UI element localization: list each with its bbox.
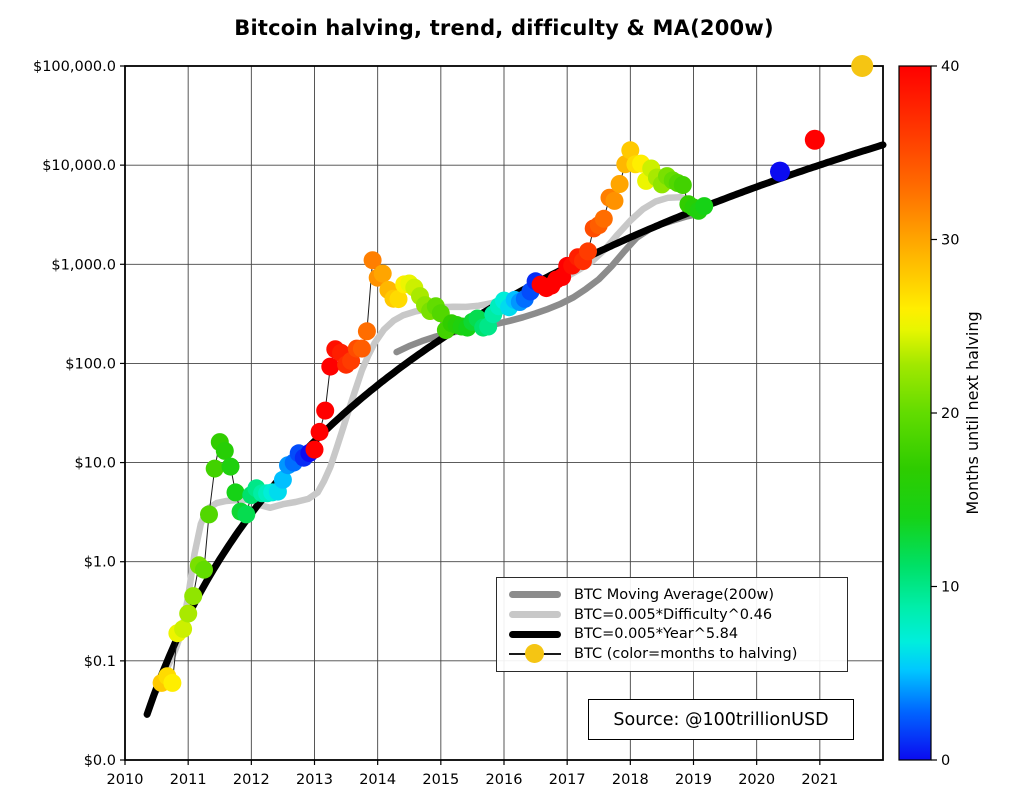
btc-point bbox=[605, 191, 624, 210]
colorbar-tick-label: 30 bbox=[941, 233, 959, 249]
colorbar-tick-label: 40 bbox=[941, 59, 959, 75]
legend-label: BTC=0.005*Year^5.84 bbox=[574, 626, 739, 643]
btc-gold-dot-icon bbox=[525, 644, 544, 664]
legend-item-difficulty: BTC=0.005*Difficulty^0.46 bbox=[509, 605, 837, 625]
y-tick-label: $1.0 bbox=[84, 555, 116, 571]
btc-point bbox=[273, 470, 292, 489]
x-tick-label: 2013 bbox=[296, 772, 333, 788]
source-box: Source: @100trillionUSD bbox=[588, 699, 854, 740]
btc-point bbox=[389, 290, 408, 309]
btc-point bbox=[695, 197, 714, 216]
btc-point bbox=[237, 505, 256, 524]
x-tick-label: 2014 bbox=[359, 772, 396, 788]
colorbar-tick-label: 0 bbox=[941, 753, 950, 769]
btc-special-point bbox=[851, 55, 874, 77]
y-tick-label: $100.0 bbox=[65, 356, 116, 372]
legend-label: BTC (color=months to halving) bbox=[574, 646, 798, 663]
x-tick-label: 2016 bbox=[486, 772, 523, 788]
btc-point bbox=[310, 422, 329, 441]
legend: BTC Moving Average(200w) BTC=0.005*Diffi… bbox=[496, 577, 848, 672]
btc-point bbox=[184, 587, 203, 606]
chart-title: Bitcoin halving, trend, difficulty & MA(… bbox=[234, 16, 774, 40]
btc-point bbox=[163, 673, 182, 692]
x-tick-label: 2021 bbox=[801, 772, 838, 788]
btc-point bbox=[215, 441, 234, 460]
y-tick-label: $10,000.0 bbox=[42, 158, 116, 174]
btc-point bbox=[373, 264, 392, 283]
y-tick-label: $100,000.0 bbox=[33, 59, 116, 75]
plot-border bbox=[124, 65, 884, 761]
btc-points bbox=[152, 55, 874, 692]
btc-point bbox=[357, 322, 376, 341]
ma200w-line-swatch bbox=[509, 591, 561, 599]
colorbar-axis-label: Months until next halving bbox=[963, 311, 982, 514]
axis-ticks: 2010 2011 2012 2013 2014 2015 2016 2017 2018 2019… bbox=[33, 59, 838, 788]
colorbar-tick-label: 20 bbox=[941, 406, 959, 422]
legend-item-trend: BTC=0.005*Year^5.84 bbox=[509, 624, 837, 644]
y-tick-label: $10.0 bbox=[74, 456, 116, 472]
x-tick-label: 2017 bbox=[549, 772, 586, 788]
x-tick-label: 2011 bbox=[170, 772, 207, 788]
btc-point bbox=[621, 141, 640, 160]
x-tick-label: 2012 bbox=[233, 772, 270, 788]
btc-marker-swatch bbox=[509, 644, 561, 664]
btc-point bbox=[221, 457, 240, 476]
difficulty-line bbox=[153, 193, 704, 694]
x-tick-label: 2019 bbox=[675, 772, 712, 788]
difficulty-line-swatch bbox=[509, 611, 561, 618]
legend-item-ma200w: BTC Moving Average(200w) bbox=[509, 585, 837, 605]
colorbar-gradient bbox=[898, 65, 932, 761]
btc-point bbox=[195, 560, 213, 579]
btc-point bbox=[321, 357, 340, 376]
y-tick-label: $0.0 bbox=[84, 753, 116, 769]
colorbar: 0 10 20 30 40 Months until next halving bbox=[898, 59, 982, 769]
btc-special-point bbox=[770, 161, 790, 182]
btc-point bbox=[200, 505, 218, 524]
source-text: Source: @100trillionUSD bbox=[613, 709, 829, 730]
colorbar-tick-label: 10 bbox=[941, 580, 959, 596]
btc-point bbox=[179, 604, 198, 623]
btc-point bbox=[594, 209, 613, 228]
x-tick-label: 2015 bbox=[422, 772, 459, 788]
btc-point bbox=[316, 401, 335, 420]
x-tick-label: 2010 bbox=[107, 772, 144, 788]
btc-special-point bbox=[804, 129, 825, 150]
btc-point bbox=[174, 619, 193, 638]
y-tick-label: $1,000.0 bbox=[51, 257, 116, 273]
btc-point bbox=[673, 176, 692, 194]
btc-point bbox=[352, 339, 371, 358]
btc-point bbox=[226, 483, 245, 502]
trend-line-swatch bbox=[509, 630, 561, 638]
btc-point bbox=[305, 440, 324, 459]
y-tick-label: $0.1 bbox=[84, 654, 116, 670]
legend-item-btc: BTC (color=months to halving) bbox=[509, 644, 837, 664]
btc-point bbox=[205, 459, 224, 478]
x-tick-label: 2020 bbox=[738, 772, 775, 788]
btc-point bbox=[579, 242, 597, 261]
btc-point bbox=[610, 175, 629, 193]
legend-label: BTC=0.005*Difficulty^0.46 bbox=[574, 606, 773, 623]
btc-point bbox=[363, 251, 382, 270]
legend-label: BTC Moving Average(200w) bbox=[574, 586, 775, 603]
x-tick-label: 2018 bbox=[612, 772, 649, 788]
